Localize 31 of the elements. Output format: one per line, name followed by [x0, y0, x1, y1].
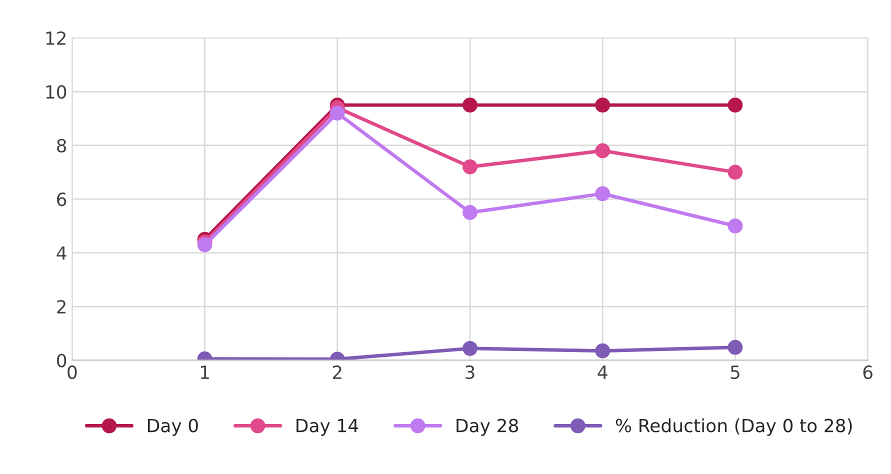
y-tick-label: 0 — [57, 354, 66, 368]
x-tick-label: 6 — [863, 365, 872, 380]
y-tick-label: 6 — [57, 192, 66, 206]
legend-label: Day 28 — [456, 418, 518, 436]
x-tick-label: 4 — [598, 366, 608, 379]
point — [728, 340, 743, 355]
y-tick-label: 4 — [56, 246, 66, 260]
point — [728, 98, 743, 113]
y-tick-label: 12 — [46, 31, 66, 45]
x-tick-label: 2 — [332, 365, 342, 379]
point — [728, 164, 743, 180]
point — [330, 106, 345, 121]
y-tick-label: 10 — [46, 85, 66, 99]
x-tick-label: 0 — [68, 365, 77, 380]
x-tick-label: 5 — [730, 366, 740, 380]
point — [462, 159, 478, 174]
x-tick-label: 1 — [201, 366, 209, 379]
legend-label: % Reduction (Day 0 to 28) — [616, 418, 852, 436]
point — [462, 98, 478, 113]
point — [728, 218, 743, 234]
y-tick-label: 2 — [57, 300, 66, 314]
point — [595, 98, 610, 113]
point — [462, 205, 478, 220]
y-tick-label: 8 — [57, 138, 66, 152]
x-tick-label: 3 — [466, 365, 474, 380]
legend-label: Day 14 — [296, 418, 358, 436]
point — [462, 340, 478, 356]
point — [595, 143, 610, 158]
legend-label: Day 0 — [148, 418, 198, 436]
point — [595, 186, 610, 202]
point — [595, 343, 610, 358]
